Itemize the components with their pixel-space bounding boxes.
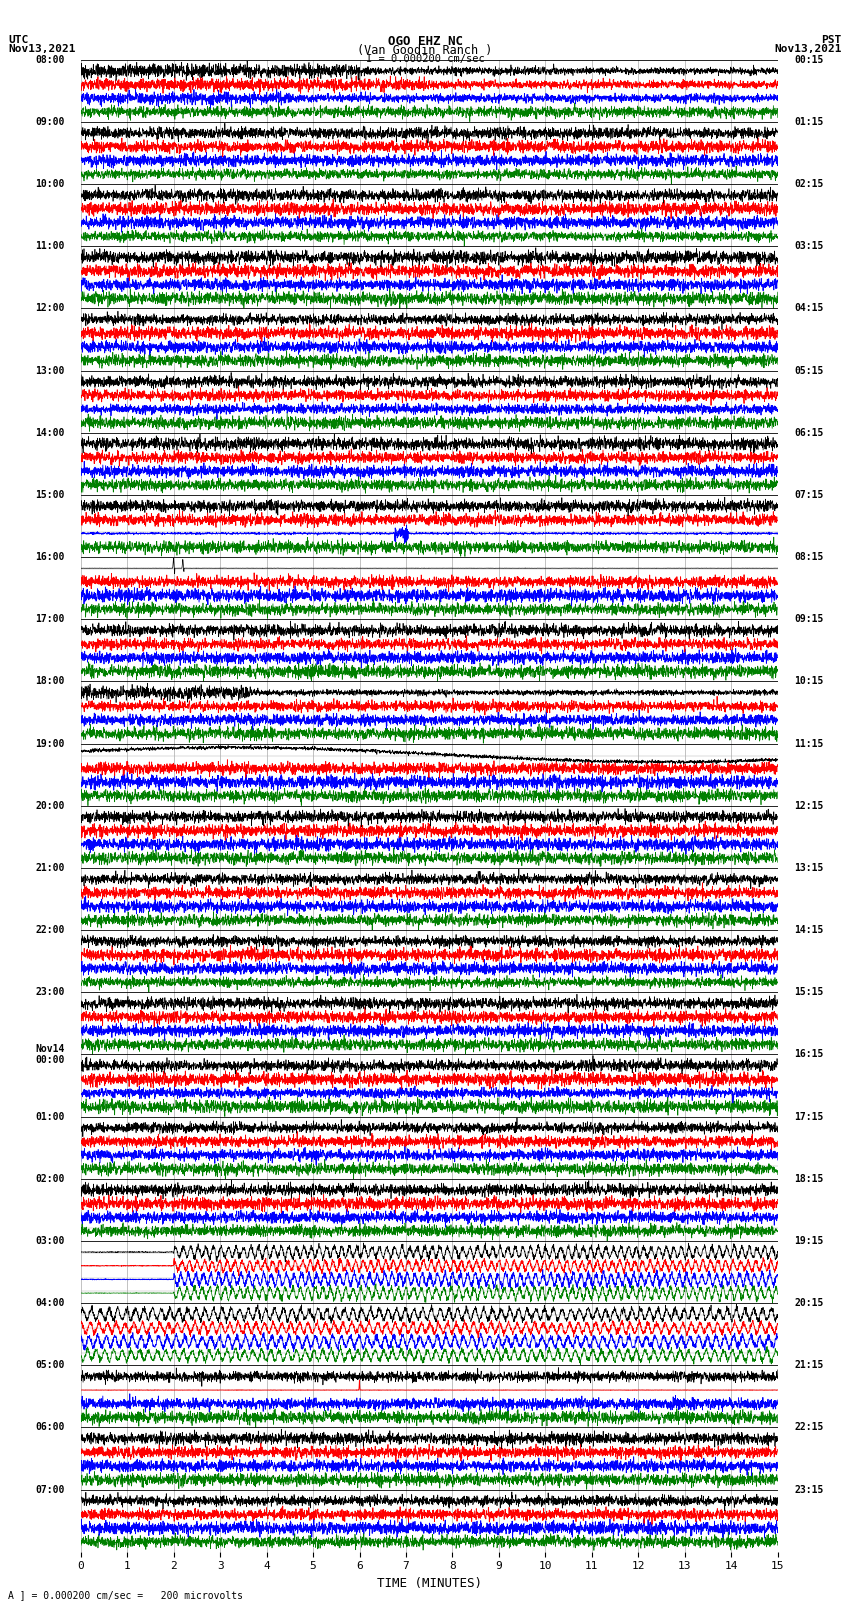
Text: 14:15: 14:15	[794, 924, 824, 936]
Text: Nov14
00:00: Nov14 00:00	[35, 1044, 65, 1065]
Text: 14:00: 14:00	[35, 427, 65, 437]
Text: Nov13,2021: Nov13,2021	[8, 44, 76, 55]
Text: 19:15: 19:15	[794, 1236, 824, 1245]
Text: 22:15: 22:15	[794, 1423, 824, 1432]
Text: 09:00: 09:00	[35, 116, 65, 127]
Text: 07:15: 07:15	[794, 490, 824, 500]
Text: 06:15: 06:15	[794, 427, 824, 437]
Text: 04:15: 04:15	[794, 303, 824, 313]
Text: 17:00: 17:00	[35, 615, 65, 624]
Text: 23:15: 23:15	[794, 1484, 824, 1495]
X-axis label: TIME (MINUTES): TIME (MINUTES)	[377, 1578, 482, 1590]
Text: PST: PST	[821, 35, 842, 45]
Text: 18:00: 18:00	[35, 676, 65, 687]
Text: I = 0.000200 cm/sec: I = 0.000200 cm/sec	[366, 53, 484, 65]
Text: 05:00: 05:00	[35, 1360, 65, 1369]
Text: 18:15: 18:15	[794, 1174, 824, 1184]
Text: UTC: UTC	[8, 35, 29, 45]
Text: 13:00: 13:00	[35, 366, 65, 376]
Text: 13:15: 13:15	[794, 863, 824, 873]
Text: 09:15: 09:15	[794, 615, 824, 624]
Text: 10:15: 10:15	[794, 676, 824, 687]
Text: 00:15: 00:15	[794, 55, 824, 65]
Text: 16:15: 16:15	[794, 1050, 824, 1060]
Text: 15:00: 15:00	[35, 490, 65, 500]
Text: 06:00: 06:00	[35, 1423, 65, 1432]
Text: 10:00: 10:00	[35, 179, 65, 189]
Text: 03:15: 03:15	[794, 242, 824, 252]
Text: 08:15: 08:15	[794, 552, 824, 561]
Text: OGO EHZ NC: OGO EHZ NC	[388, 35, 462, 48]
Text: 03:00: 03:00	[35, 1236, 65, 1245]
Text: 22:00: 22:00	[35, 924, 65, 936]
Text: 12:00: 12:00	[35, 303, 65, 313]
Text: 01:00: 01:00	[35, 1111, 65, 1121]
Text: 21:00: 21:00	[35, 863, 65, 873]
Text: 15:15: 15:15	[794, 987, 824, 997]
Text: 02:15: 02:15	[794, 179, 824, 189]
Text: A ] = 0.000200 cm/sec =   200 microvolts: A ] = 0.000200 cm/sec = 200 microvolts	[8, 1590, 243, 1600]
Text: 11:00: 11:00	[35, 242, 65, 252]
Text: 20:00: 20:00	[35, 800, 65, 811]
Text: 08:00: 08:00	[35, 55, 65, 65]
Text: 12:15: 12:15	[794, 800, 824, 811]
Text: 20:15: 20:15	[794, 1298, 824, 1308]
Text: 05:15: 05:15	[794, 366, 824, 376]
Text: 21:15: 21:15	[794, 1360, 824, 1369]
Text: 07:00: 07:00	[35, 1484, 65, 1495]
Text: 17:15: 17:15	[794, 1111, 824, 1121]
Text: 11:15: 11:15	[794, 739, 824, 748]
Text: Nov13,2021: Nov13,2021	[774, 44, 842, 55]
Text: 02:00: 02:00	[35, 1174, 65, 1184]
Text: 19:00: 19:00	[35, 739, 65, 748]
Text: (Van Goodin Ranch ): (Van Goodin Ranch )	[357, 44, 493, 58]
Text: 16:00: 16:00	[35, 552, 65, 561]
Text: 04:00: 04:00	[35, 1298, 65, 1308]
Text: 01:15: 01:15	[794, 116, 824, 127]
Text: 23:00: 23:00	[35, 987, 65, 997]
